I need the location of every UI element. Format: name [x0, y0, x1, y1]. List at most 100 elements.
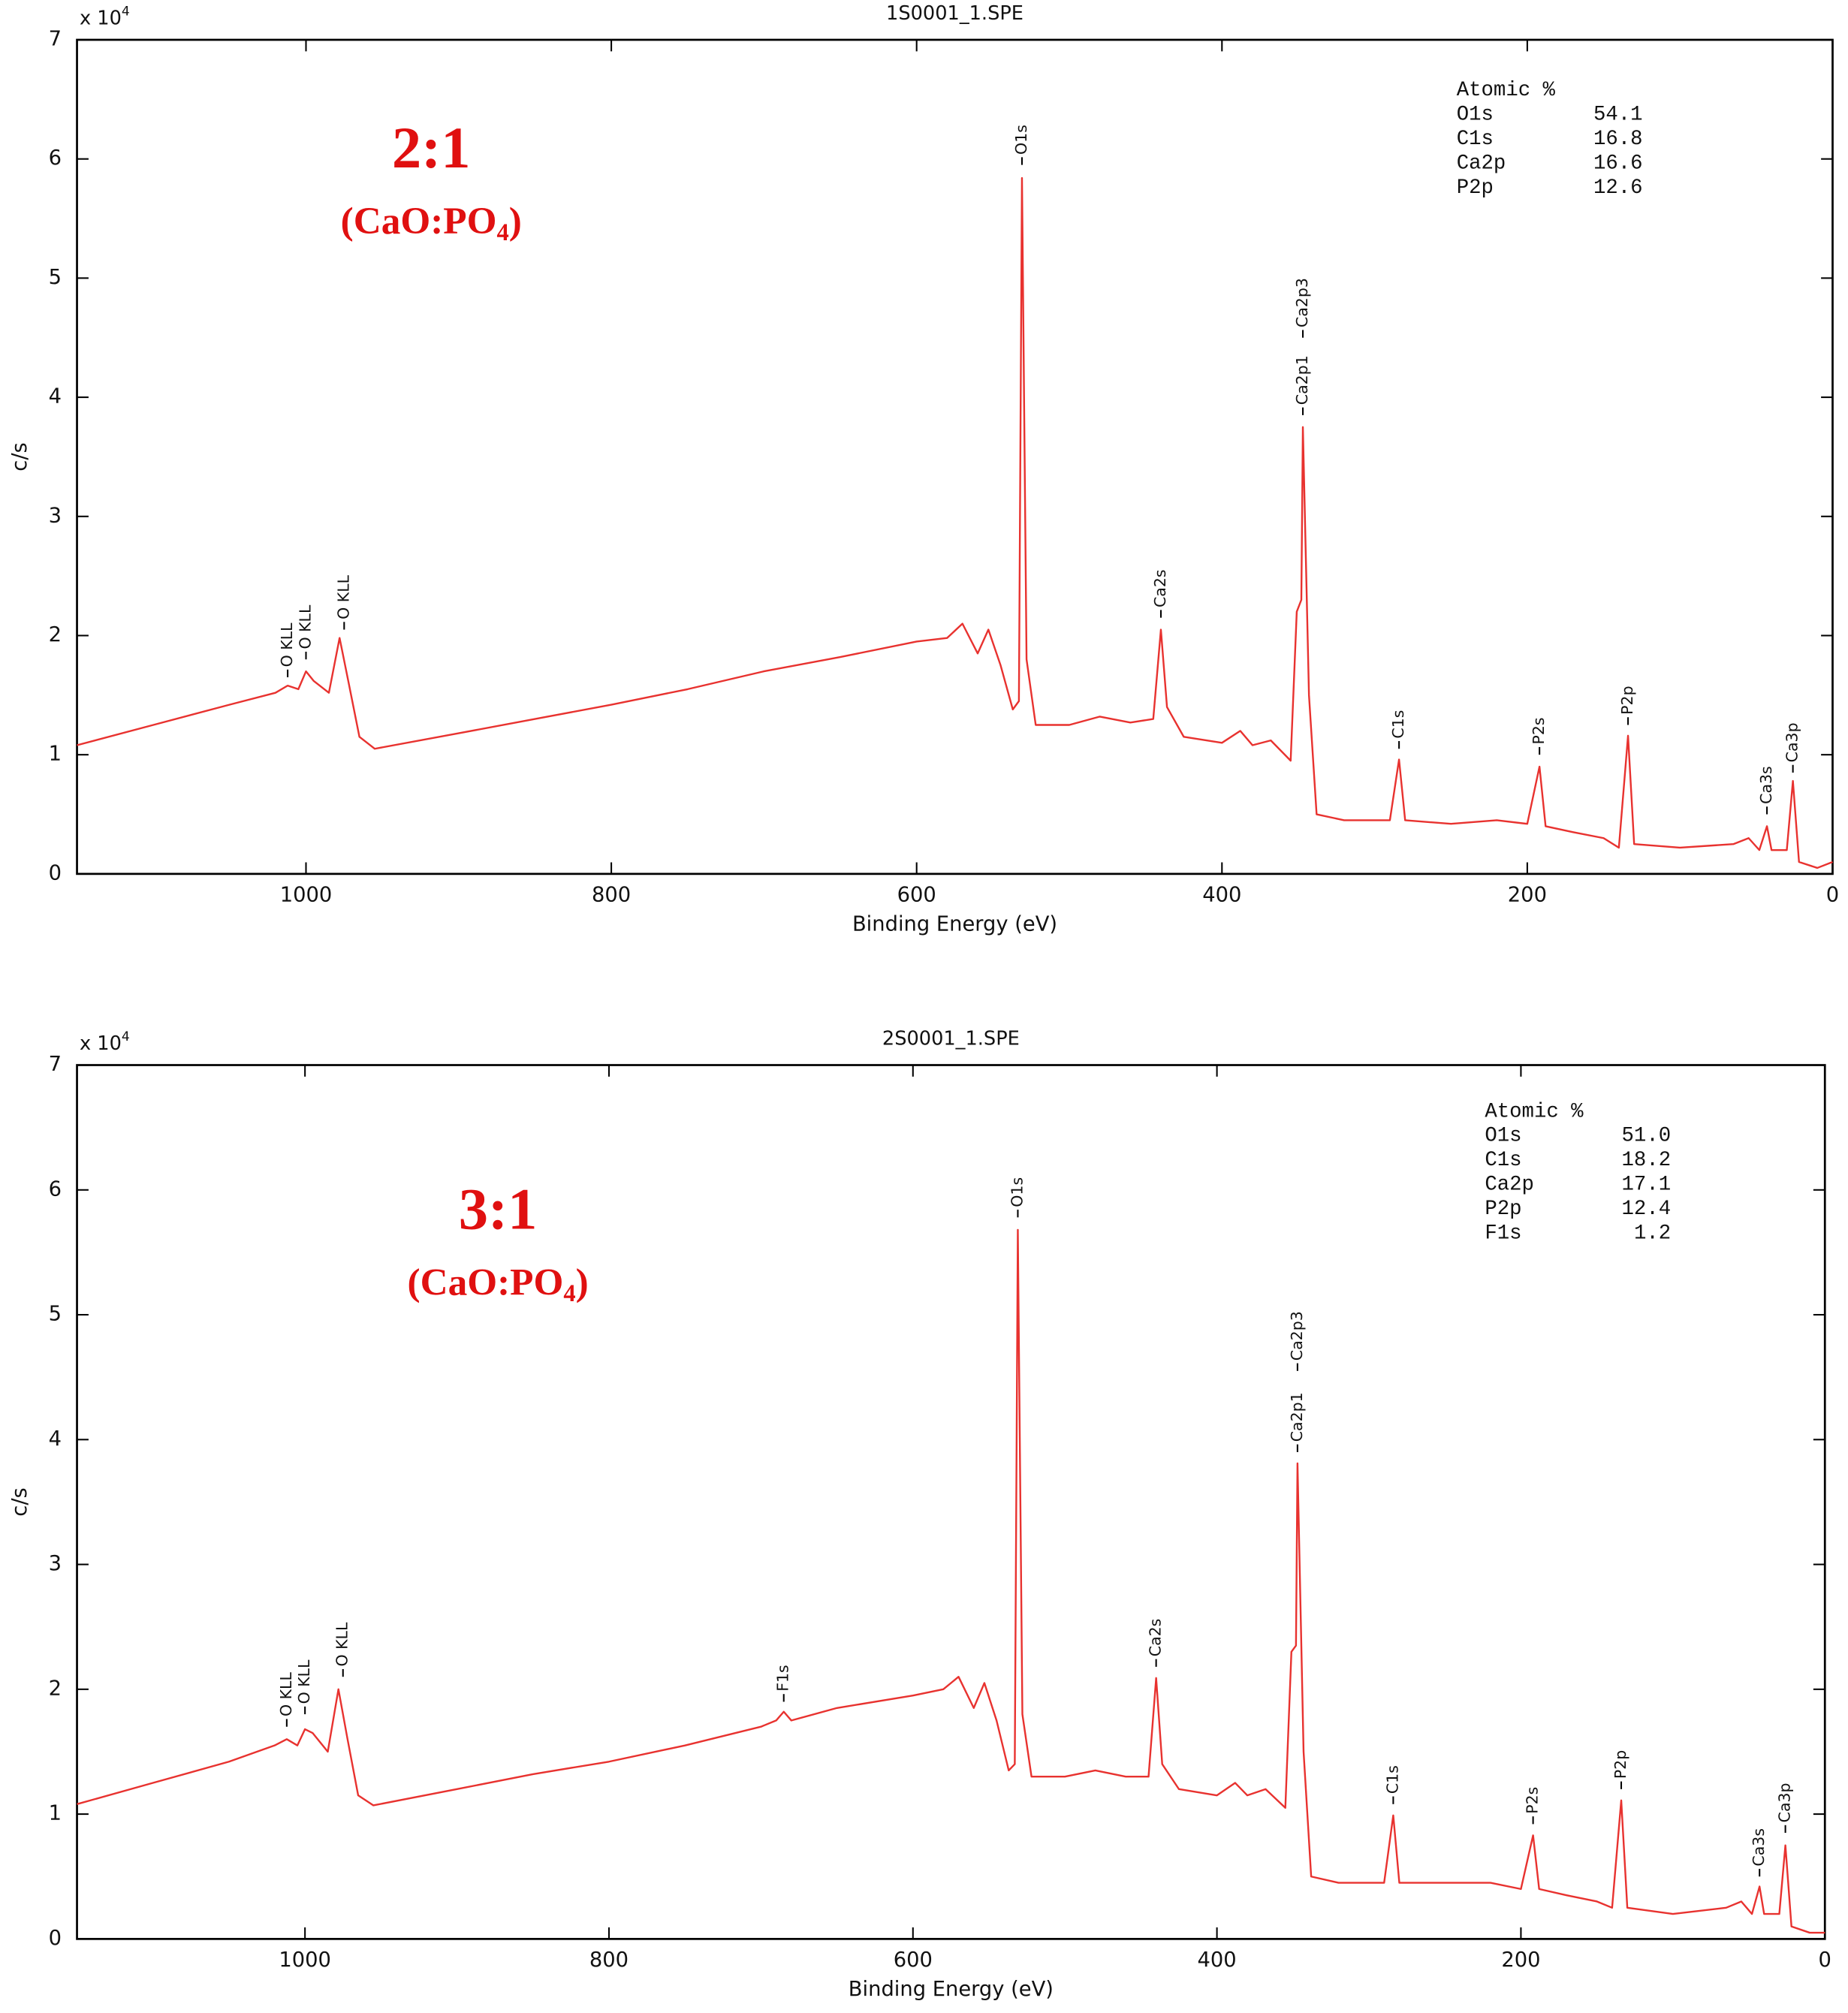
- y-tick-label: 1: [49, 1802, 62, 1825]
- y-axis-label: c/s: [8, 1487, 32, 1516]
- sample-ratio: 3:1: [459, 1177, 538, 1243]
- peak-label: Ca3p: [1783, 722, 1801, 762]
- peak-label: O KLL: [278, 622, 296, 667]
- y-multiplier-exponent: 4: [122, 1029, 130, 1044]
- peak-label: Ca3p: [1776, 1782, 1794, 1822]
- peak-label: O KLL: [334, 574, 352, 619]
- y-tick-label: 3: [49, 504, 62, 527]
- y-tick-label: 7: [49, 28, 62, 51]
- x-tick-label: 400: [1202, 883, 1241, 906]
- chart-panel: 0 1 2 3 4 5 6 7 1000 800 600 400 200 0 1S0001_1.SPE Bin…: [8, 2, 1839, 936]
- x-tick-label: 1000: [279, 1948, 331, 1972]
- y-multiplier-exponent: 4: [122, 4, 130, 19]
- y-tick-label: 0: [49, 861, 62, 884]
- y-multiplier: x 104: [80, 1029, 130, 1055]
- formula-subscript: 4: [563, 1281, 575, 1308]
- atomic-row-value: 54.1: [1593, 103, 1643, 126]
- atomic-row-value: 51.0: [1622, 1125, 1672, 1148]
- formula-end: ): [509, 200, 522, 243]
- y-tick-label: 6: [49, 146, 62, 170]
- spectrum-line: [77, 1228, 1825, 1934]
- chart-title: 2S0001_1.SPE: [882, 1027, 1020, 1050]
- peak-label: Ca2p1: [1293, 355, 1311, 405]
- peak-label: Ca2s: [1151, 569, 1169, 607]
- peak-label: P2p: [1611, 1750, 1629, 1779]
- peak-label: O KLL: [333, 1622, 351, 1667]
- sample-formula: (CaO:PO4): [341, 200, 522, 246]
- y-multiplier: x 104: [80, 4, 130, 29]
- atomic-row-value: 12.6: [1593, 176, 1643, 200]
- atomic-row-name: Ca2p: [1485, 1174, 1534, 1197]
- peak-label: Ca3s: [1757, 766, 1775, 804]
- peak-label: O KLL: [296, 604, 314, 649]
- peak-label: Ca3s: [1750, 1828, 1768, 1867]
- x-tick-label: 600: [897, 883, 936, 906]
- peak-label: P2p: [1618, 686, 1636, 714]
- peak-label: O1s: [1008, 1177, 1026, 1207]
- atomic-row-name: F1s: [1485, 1222, 1521, 1246]
- peak-label: O1s: [1012, 125, 1030, 155]
- peak-label: Ca2s: [1147, 1619, 1165, 1657]
- x-tick-label: 400: [1198, 1948, 1237, 1972]
- y-tick-label: 0: [49, 1927, 62, 1950]
- atomic-row-name: O1s: [1457, 103, 1494, 126]
- atomic-row-name: O1s: [1485, 1125, 1521, 1148]
- formula-subscript: 4: [497, 219, 509, 246]
- atomic-row-value: 16.8: [1593, 128, 1643, 151]
- x-tick-label: 600: [894, 1948, 933, 1972]
- atomic-row-name: P2p: [1485, 1198, 1521, 1221]
- peak-label: P2s: [1530, 717, 1548, 744]
- y-tick-label: 2: [49, 623, 62, 646]
- plot-frame: [76, 38, 1834, 875]
- atomic-row-name: Ca2p: [1457, 152, 1506, 175]
- y-tick-label: 5: [49, 1303, 62, 1326]
- y-tick-label: 4: [49, 385, 62, 408]
- formula-end: ): [576, 1261, 589, 1303]
- sample-formula: (CaO:PO4): [408, 1261, 589, 1307]
- peak-label: Ca2p1: [1288, 1392, 1306, 1442]
- peak-label: P2s: [1524, 1787, 1542, 1814]
- y-axis-label: c/s: [8, 442, 32, 471]
- peak-label: Ca2p3: [1293, 278, 1311, 327]
- x-axis-label: Binding Energy (eV): [852, 913, 1057, 936]
- formula-main: (CaO:PO: [341, 200, 497, 243]
- plot-frame: [76, 1064, 1826, 1940]
- y-tick-label: 4: [49, 1427, 62, 1451]
- y-tick-label: 7: [49, 1053, 62, 1076]
- y-tick-label: 1: [49, 743, 62, 766]
- spectrum-line: [77, 176, 1833, 869]
- chart-panel: 0 1 2 3 4 5 6 7 1000 800 600 400 200 0 2S0001_1.SPE Bin…: [8, 1027, 1831, 2001]
- atomic-table-title: Atomic %: [1485, 1100, 1584, 1123]
- y-multiplier-base: x 10: [80, 8, 122, 30]
- x-axis-label: Binding Energy (eV): [849, 1978, 1054, 2001]
- x-tick-label: 200: [1501, 1948, 1540, 1972]
- x-tick-label: 200: [1508, 883, 1547, 906]
- atomic-row-value: 12.4: [1622, 1198, 1672, 1221]
- formula-main: (CaO:PO: [408, 1261, 564, 1303]
- peak-label: C1s: [1389, 710, 1407, 739]
- x-tick-label: 0: [1819, 1948, 1831, 1972]
- y-tick-label: 2: [49, 1677, 62, 1700]
- peak-label: C1s: [1383, 1765, 1401, 1794]
- peak-label: O KLL: [295, 1659, 313, 1704]
- peak-label: Ca2p3: [1288, 1311, 1306, 1361]
- atomic-table-title: Atomic %: [1457, 79, 1556, 102]
- y-tick-label: 3: [49, 1552, 62, 1575]
- x-tick-label: 800: [589, 1948, 629, 1972]
- peak-label: F1s: [774, 1665, 792, 1692]
- atomic-row-name: P2p: [1457, 176, 1494, 200]
- x-tick-label: 1000: [280, 883, 333, 906]
- x-tick-label: 0: [1826, 883, 1839, 906]
- atomic-row-name: C1s: [1457, 128, 1494, 151]
- atomic-row-value: 17.1: [1622, 1174, 1672, 1197]
- y-multiplier-base: x 10: [80, 1032, 122, 1055]
- y-tick-label: 5: [49, 266, 62, 289]
- sample-ratio: 2:1: [392, 116, 471, 181]
- y-tick-label: 6: [49, 1177, 62, 1201]
- atomic-row-value: 1.2: [1634, 1222, 1671, 1246]
- atomic-row-value: 18.2: [1622, 1149, 1672, 1172]
